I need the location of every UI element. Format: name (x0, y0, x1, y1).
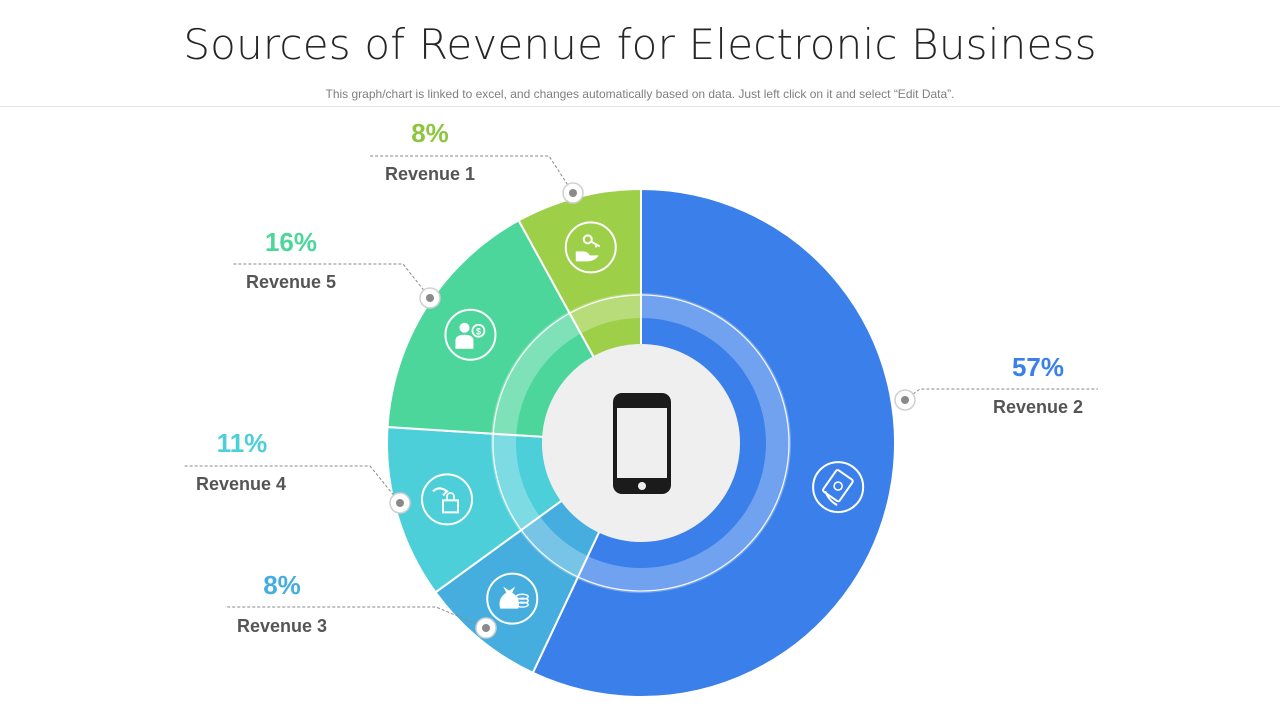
callout-revenue-4: 11% Revenue 4 (183, 428, 411, 514)
inner-ring-revenue-3 (519, 516, 588, 579)
page-subtitle: This graph/chart is linked to excel, and… (325, 87, 955, 101)
slice-label-revenue-1: Revenue 1 (385, 164, 475, 184)
percent-label-revenue-3: 8% (263, 570, 301, 600)
center-hub (542, 344, 740, 542)
hand-shopping-bag-icon (421, 473, 474, 526)
slice-icons: $ (421, 221, 865, 625)
percent-label-revenue-5: 16% (265, 227, 317, 257)
inner-ring-revenue-5 (491, 311, 581, 436)
callout-revenue-1: 8% Revenue 1 (370, 118, 584, 204)
svg-text:$: $ (476, 326, 481, 336)
inner-ring-revenue-2 (577, 293, 792, 594)
percent-label-revenue-2: 57% (1012, 352, 1064, 382)
leader-line (183, 465, 401, 504)
header-divider (0, 106, 1280, 107)
slice-label-revenue-3: Revenue 3 (237, 616, 327, 636)
percent-label-revenue-1: 8% (411, 118, 449, 148)
callout-revenue-5: 16% Revenue 5 (232, 227, 441, 309)
slice-label-revenue-5: Revenue 5 (246, 272, 336, 292)
page-title: Sources of Revenue for Electronic Busine… (183, 20, 1097, 69)
hand-money-icon (812, 461, 865, 514)
inner-ring-revenue-4 (491, 433, 540, 532)
smartphone-icon (613, 393, 671, 494)
hand-key-icon (564, 221, 617, 274)
callouts: 57% Revenue 2 8% Revenue 3 11% Revenue 4 16% Re… (183, 118, 1098, 639)
leader-line (232, 263, 431, 299)
money-bag-coins-icon (486, 572, 539, 625)
callout-revenue-2: 57% Revenue 2 (894, 352, 1098, 417)
businessman-money-icon: $ (444, 308, 497, 361)
inner-rings (491, 293, 792, 594)
slice-label-revenue-4: Revenue 4 (196, 474, 286, 494)
callout-revenue-3: 8% Revenue 3 (225, 570, 497, 639)
slice-label-revenue-2: Revenue 2 (993, 397, 1083, 417)
inner-ring-revenue-1 (568, 293, 641, 334)
percent-label-revenue-4: 11% (217, 428, 268, 458)
guide-ring (492, 294, 790, 592)
